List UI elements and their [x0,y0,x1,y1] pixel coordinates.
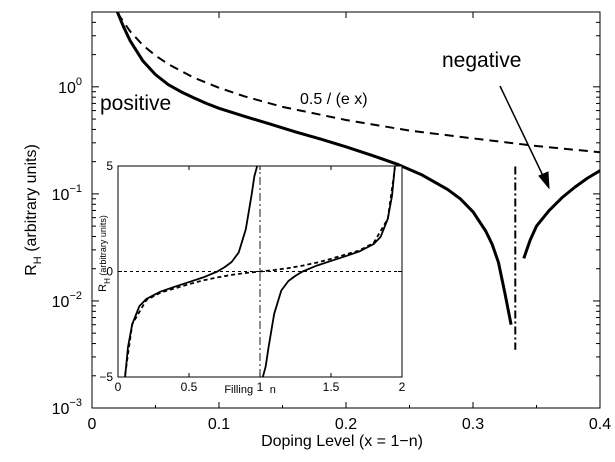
main-x-tick-label: 0.3 [462,416,484,433]
main-x-tick-label: 0.1 [208,416,230,433]
inset-series-1-solid [124,166,259,377]
main-series-2-solid-thick [522,169,600,259]
main-y-tick-label: 10−2 [52,290,82,311]
inset-series-group [118,166,402,377]
inset-x-tick-label: 0 [115,380,122,394]
main-series-1-solid-thick [116,12,513,325]
inset-y-axis-label: RH (arbitrary units) [97,215,112,292]
negative-annotation: negative [442,49,521,72]
main-x-tick-label: 0.2 [335,416,357,433]
main-series-3-dashed [116,12,600,154]
main-x-tick-label: 0.4 [589,416,611,433]
formula-annotation: 0.5 / (e x) [300,91,368,108]
main-y-tick-label: 10−1 [52,183,82,204]
main-series-group [116,12,600,350]
main-y-tick-label: 10−3 [52,397,82,418]
inset-y-tick-label: 0 [106,265,113,279]
inset-x-tick-label: 1 [257,380,264,394]
main-y-axis-label: RH (arbitrary units) [23,144,44,276]
inset-x-tick-label: 2 [399,380,406,394]
inset-x-tick-label: 1.5 [323,380,340,394]
inset-y-tick-label: 5 [106,159,113,173]
inset-y-tick-label: −5 [99,370,113,384]
inset-series-2-solid [261,166,396,377]
main-y-tick-label: 100 [58,76,82,97]
inset-series-3-dashed [124,167,396,376]
inset-x-axis-label-n: n [270,384,276,396]
main-x-axis-label: Doping Level (x = 1−n) [261,433,423,450]
negative-arrow-shaft [499,85,546,181]
positive-annotation: positive [100,92,171,115]
inset-x-tick-label: 0.5 [181,380,198,394]
negative-arrow-head [538,171,550,190]
main-x-tick-label: 0 [88,416,97,433]
inset-x-axis-label-filling: Filling [224,384,253,396]
